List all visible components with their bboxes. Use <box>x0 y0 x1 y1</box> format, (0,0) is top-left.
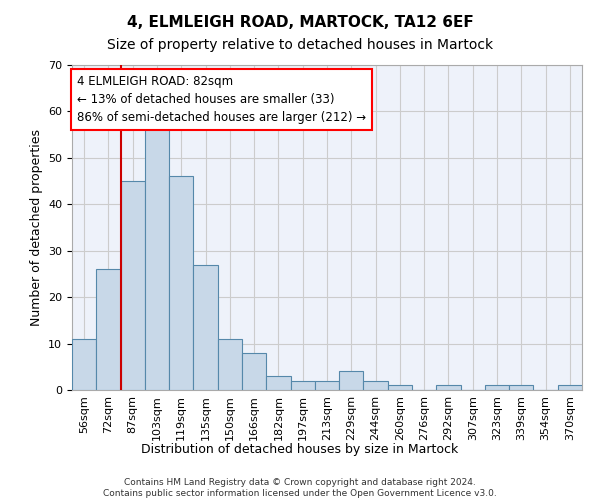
Bar <box>266 376 290 390</box>
Bar <box>436 386 461 390</box>
Bar <box>388 386 412 390</box>
Bar <box>121 181 145 390</box>
Bar <box>218 339 242 390</box>
Bar <box>72 339 96 390</box>
Bar <box>485 386 509 390</box>
Text: 4, ELMLEIGH ROAD, MARTOCK, TA12 6EF: 4, ELMLEIGH ROAD, MARTOCK, TA12 6EF <box>127 15 473 30</box>
Bar <box>169 176 193 390</box>
Text: 4 ELMLEIGH ROAD: 82sqm
← 13% of detached houses are smaller (33)
86% of semi-det: 4 ELMLEIGH ROAD: 82sqm ← 13% of detached… <box>77 74 366 124</box>
Text: Distribution of detached houses by size in Martock: Distribution of detached houses by size … <box>142 442 458 456</box>
Text: Size of property relative to detached houses in Martock: Size of property relative to detached ho… <box>107 38 493 52</box>
Bar <box>145 126 169 390</box>
Bar <box>558 386 582 390</box>
Text: Contains HM Land Registry data © Crown copyright and database right 2024.
Contai: Contains HM Land Registry data © Crown c… <box>103 478 497 498</box>
Bar <box>290 380 315 390</box>
Bar <box>242 353 266 390</box>
Bar <box>193 264 218 390</box>
Bar <box>96 270 121 390</box>
Bar <box>339 372 364 390</box>
Bar <box>509 386 533 390</box>
Y-axis label: Number of detached properties: Number of detached properties <box>29 129 43 326</box>
Bar <box>315 380 339 390</box>
Bar <box>364 380 388 390</box>
